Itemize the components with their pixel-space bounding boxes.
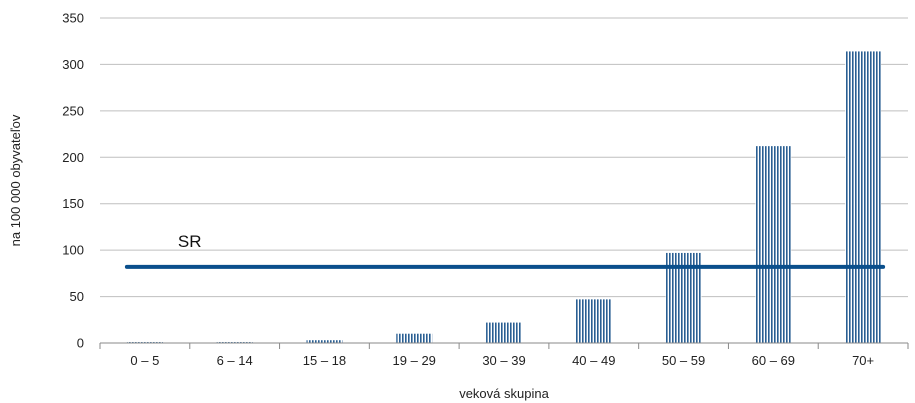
- x-tick-label: 40 – 49: [572, 353, 615, 368]
- reference-line-label: SR: [178, 232, 202, 251]
- bar: [486, 323, 522, 343]
- y-axis-title: na 100 000 obyvateľov: [8, 114, 23, 246]
- bar: [755, 146, 791, 343]
- x-tick-label: 60 – 69: [752, 353, 795, 368]
- x-axis-title: veková skupina: [459, 386, 549, 401]
- x-tick-label: 50 – 59: [662, 353, 705, 368]
- y-tick-label: 150: [62, 196, 84, 211]
- y-axis-ticks: 0 50 100 150 200 250 300 350: [62, 11, 84, 351]
- y-tick-label: 100: [62, 243, 84, 258]
- y-tick-label: 250: [62, 103, 84, 118]
- x-tick-label: 70+: [852, 353, 874, 368]
- y-tick-label: 50: [70, 289, 84, 304]
- y-tick-label: 0: [77, 336, 84, 351]
- bar: [396, 334, 432, 343]
- y-tick-label: 350: [62, 11, 84, 26]
- bars: [127, 51, 881, 343]
- bar: [845, 51, 881, 343]
- x-tick-label: 6 – 14: [217, 353, 253, 368]
- x-tick-label: 30 – 39: [482, 353, 525, 368]
- x-tick-label: 15 – 18: [303, 353, 346, 368]
- y-tick-label: 200: [62, 150, 84, 165]
- bar: [576, 299, 612, 343]
- x-tick-label: 19 – 29: [393, 353, 436, 368]
- x-tick-label: 0 – 5: [130, 353, 159, 368]
- x-axis-ticks: 0 – 5 6 – 14 15 – 18 19 – 29 30 – 39 40 – 49 5…: [100, 343, 908, 368]
- y-tick-label: 300: [62, 57, 84, 72]
